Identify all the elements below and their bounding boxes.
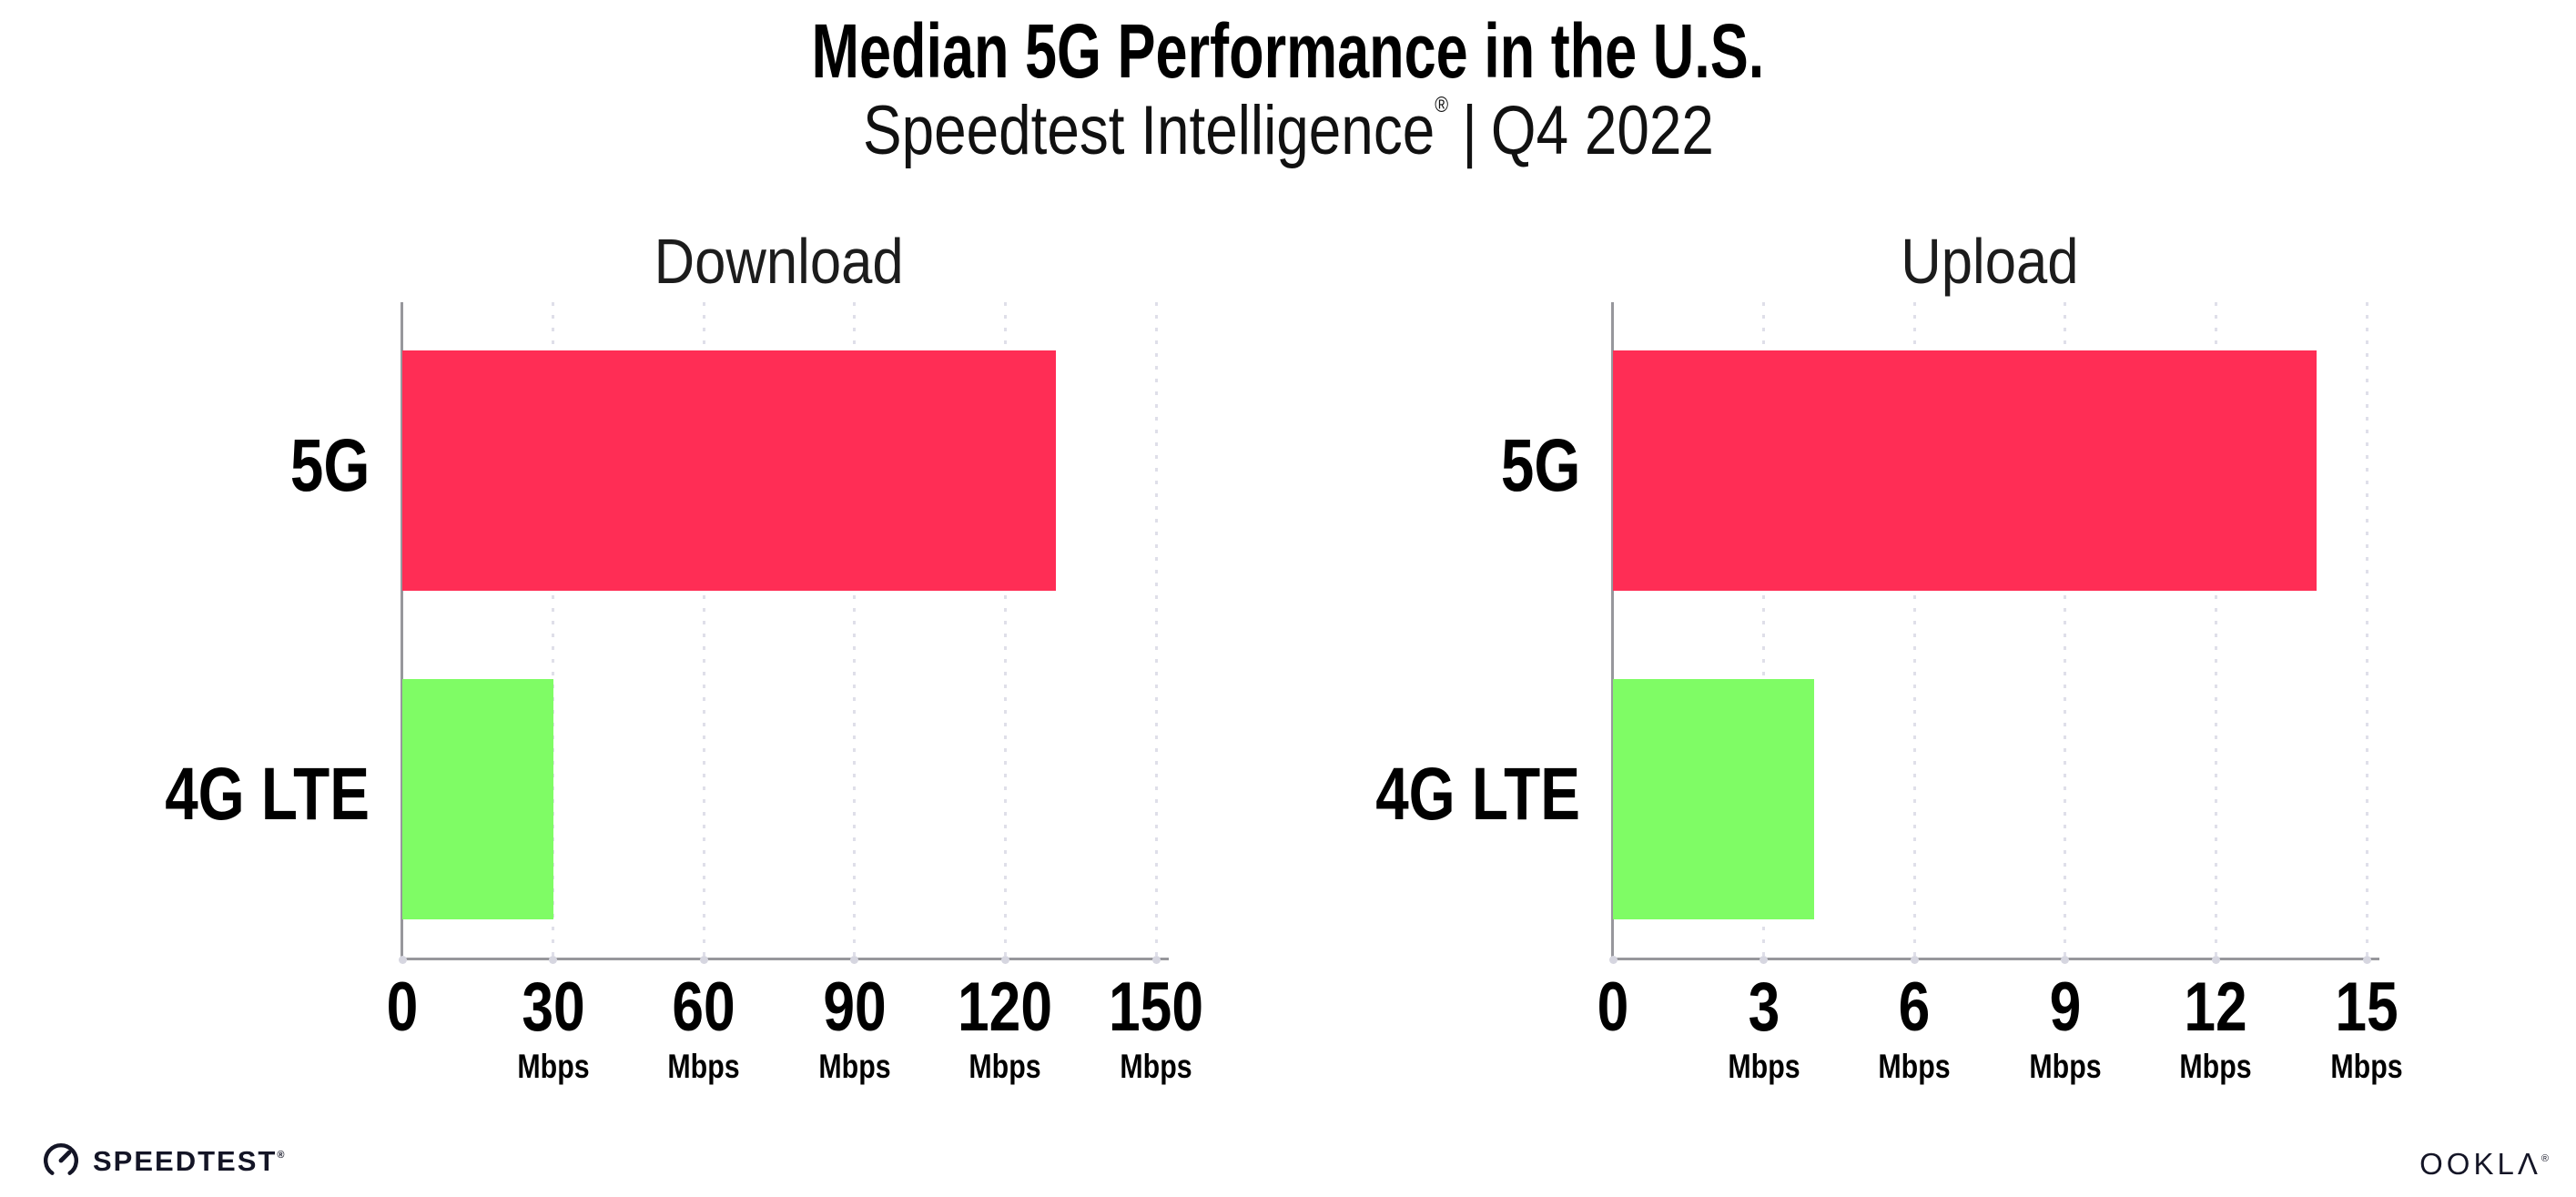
x-tick-value: 0	[386, 969, 419, 1046]
x-tick-unit: Mbps	[667, 1048, 740, 1085]
bar-4g-lte-upload	[1613, 678, 1814, 919]
registered-mark: ®	[277, 1149, 285, 1161]
x-tick-unit: Mbps	[1878, 1048, 1951, 1085]
x-tick-label-15: 15 Mbps	[2330, 969, 2403, 1085]
page-title: Median 5G Performance in the U.S.	[0, 13, 2576, 89]
download-chart-title: Download	[654, 226, 904, 297]
x-gridline-30	[552, 302, 555, 959]
x-tick-label-150: 150 Mbps	[1109, 969, 1203, 1085]
x-tick-unit: Mbps	[516, 1048, 590, 1085]
y-axis-line	[1611, 302, 1614, 959]
x-gridline-9	[2064, 302, 2067, 959]
x-axis-line	[1611, 958, 2379, 960]
x-gridline-90	[853, 302, 857, 959]
x-gridline-3	[1762, 302, 1766, 959]
x-tick-label-0: 0	[1597, 973, 1629, 1042]
x-tick-label-12: 12 Mbps	[2179, 969, 2253, 1085]
x-tick-value: 120	[958, 969, 1053, 1046]
subtitle-period: Q4 2022	[1490, 92, 1714, 169]
x-tick-value: 6	[1898, 969, 1931, 1046]
x-tick-mark-30	[549, 956, 558, 964]
y-axis-line	[401, 302, 403, 959]
x-tick-mark-3	[1760, 956, 1769, 964]
upload-chart-title: Upload	[1901, 226, 2079, 297]
x-tick-label-6: 6 Mbps	[1878, 969, 1951, 1085]
page-subtitle: Speedtest Intelligence® | Q4 2022	[0, 95, 2576, 166]
download-plot-area: 0 30 Mbps 60 Mbps 90 Mbps 120 Mbps 150 Mbps 5G 4G LT…	[165, 302, 1203, 1083]
upload-plot-area: 0 3 Mbps 6 Mbps 9 Mbps 12 Mbps 15 Mbps 5G 4G LTE	[1375, 302, 2403, 1083]
category-label-4g-lte: 4G LTE	[1375, 752, 1580, 836]
x-tick-value: 30	[521, 969, 585, 1046]
x-tick-value: 0	[1597, 969, 1629, 1046]
x-tick-mark-0	[1608, 956, 1618, 964]
page-title-text: Median 5G Performance in the U.S.	[811, 8, 1765, 94]
x-tick-value: 60	[672, 969, 735, 1046]
speedtest-wordmark: SPEEDTEST®	[93, 1144, 285, 1177]
x-tick-value: 3	[1748, 969, 1780, 1046]
x-tick-mark-0	[398, 956, 407, 964]
x-gridline-150	[1154, 302, 1158, 959]
bar-5g-upload	[1613, 350, 2317, 591]
x-tick-label-0: 0	[387, 973, 419, 1042]
x-tick-mark-6	[1910, 956, 1919, 964]
x-gridline-12	[2214, 302, 2217, 959]
x-tick-label-60: 60 Mbps	[667, 969, 740, 1085]
x-tick-value: 12	[2184, 969, 2248, 1046]
x-tick-unit: Mbps	[1120, 1048, 1192, 1085]
x-tick-unit: Mbps	[969, 1048, 1041, 1085]
x-tick-unit: Mbps	[1727, 1048, 1800, 1085]
subtitle-brand: Speedtest Intelligence	[862, 92, 1435, 169]
x-gridline-60	[702, 302, 705, 959]
subtitle-separator: |	[1461, 92, 1477, 169]
x-axis-line	[401, 958, 1169, 960]
x-tick-mark-150	[1151, 956, 1161, 964]
x-tick-value: 90	[823, 969, 887, 1046]
x-tick-label-9: 9 Mbps	[2029, 969, 2102, 1085]
upload-chart: Upload 0 3 Mbps 6 Mbps 9 Mbps 12 Mbps 15 Mbps 5G 4G …	[1375, 229, 2403, 1083]
x-tick-mark-15	[2362, 956, 2371, 964]
x-tick-value: 15	[2335, 969, 2399, 1046]
category-label-4g-lte: 4G LTE	[165, 752, 370, 836]
x-tick-value: 9	[2049, 969, 2082, 1046]
x-tick-label-3: 3 Mbps	[1727, 969, 1800, 1085]
x-tick-mark-12	[2211, 956, 2220, 964]
registered-mark: ®	[2541, 1153, 2549, 1164]
x-tick-mark-90	[850, 956, 859, 964]
page-subtitle-text: Speedtest Intelligence® | Q4 2022	[863, 95, 1714, 166]
bar-4g-lte-download	[402, 678, 553, 919]
x-tick-unit: Mbps	[818, 1048, 891, 1085]
registered-mark: ®	[1434, 93, 1448, 117]
gauge-icon	[44, 1143, 78, 1175]
x-tick-label-120: 120 Mbps	[958, 969, 1053, 1085]
ookla-logo: OOKLΛ®	[2419, 1149, 2549, 1179]
x-gridline-120	[1003, 302, 1007, 959]
category-label-5g: 5G	[289, 424, 370, 508]
category-label-5g: 5G	[1500, 424, 1580, 508]
x-gridline-15	[2365, 302, 2368, 959]
bar-5g-download	[402, 350, 1056, 591]
speedtest-logo: SPEEDTEST®	[42, 1141, 284, 1180]
x-tick-unit: Mbps	[2179, 1048, 2253, 1085]
x-tick-mark-60	[699, 956, 708, 964]
x-tick-label-90: 90 Mbps	[818, 969, 891, 1085]
ookla-wordmark: OOKLΛ	[2419, 1147, 2541, 1181]
x-gridline-6	[1912, 302, 1916, 959]
x-tick-mark-120	[1000, 956, 1009, 964]
x-tick-unit: Mbps	[2029, 1048, 2102, 1085]
x-tick-value: 150	[1109, 969, 1203, 1046]
x-tick-mark-9	[2061, 956, 2070, 964]
download-chart: Download 0 30 Mbps 60 Mbps 90 Mbps 120 Mbps 150 Mb…	[165, 229, 1203, 1083]
x-tick-label-30: 30 Mbps	[516, 969, 590, 1085]
x-tick-unit: Mbps	[2330, 1048, 2403, 1085]
